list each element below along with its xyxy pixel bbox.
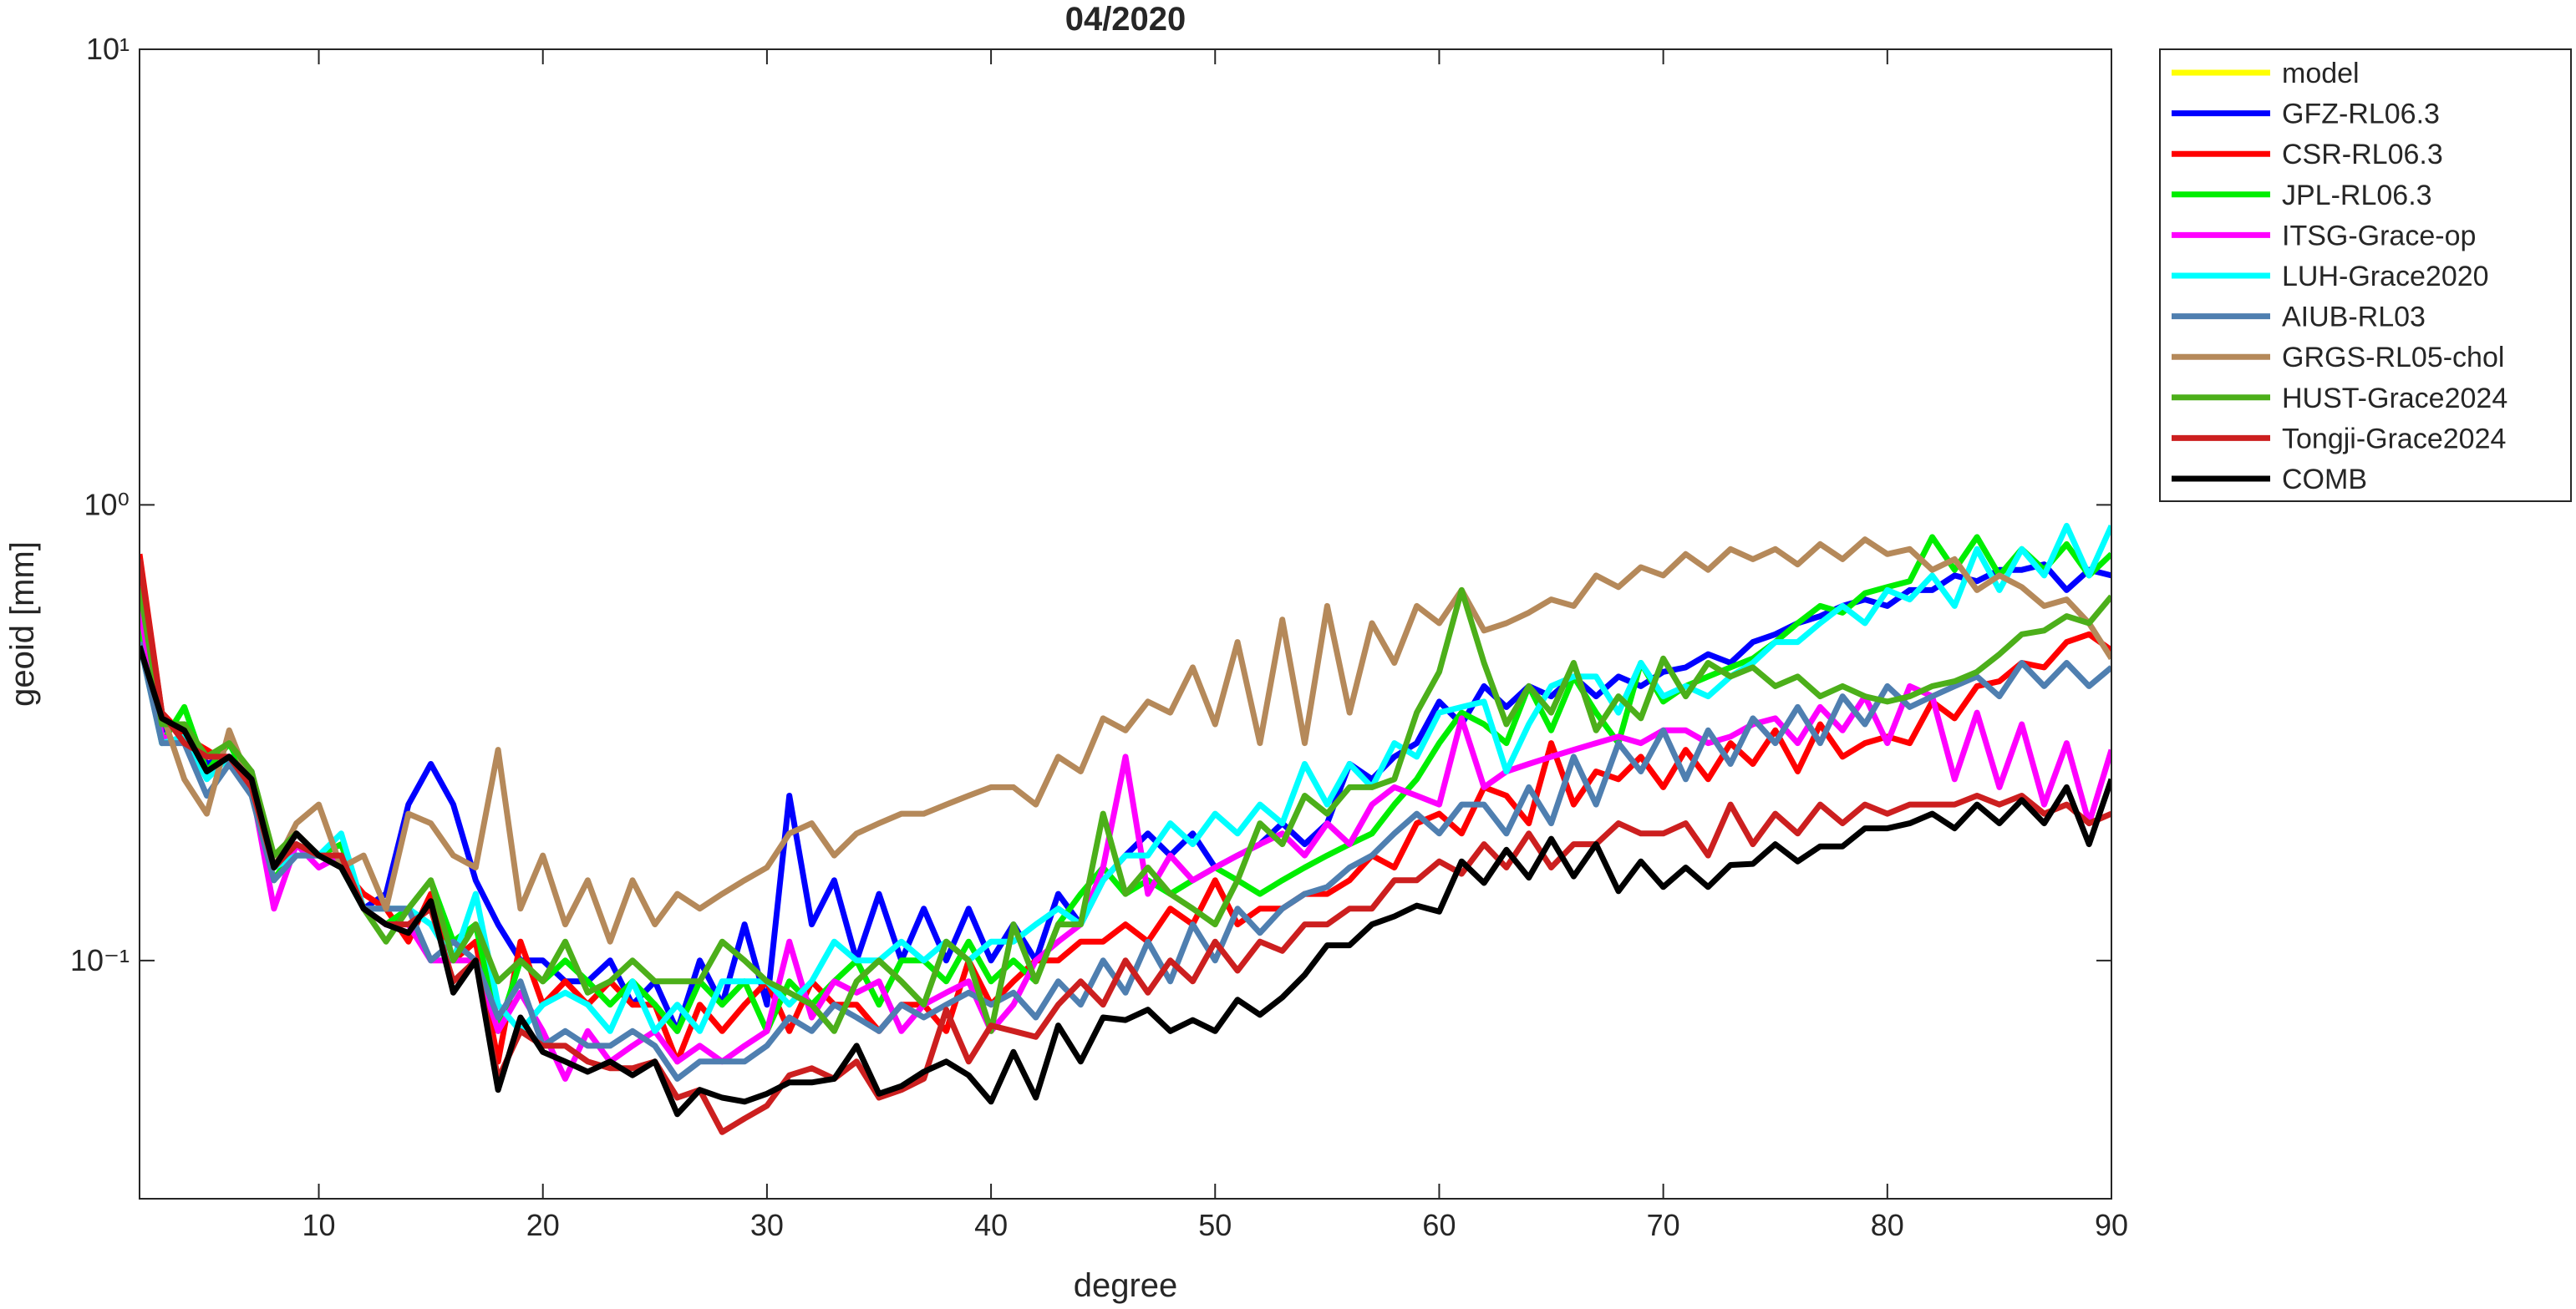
legend-label: CSR-RL06.3 [2282, 139, 2443, 170]
x-tick-label: 30 [750, 1208, 784, 1242]
x-tick-label: 20 [526, 1208, 560, 1242]
chart-title: 04/2020 [1065, 1, 1186, 38]
series-line [140, 641, 2111, 1082]
plot-lines [140, 522, 2111, 1135]
y-axis-label: geoid [mm] [4, 541, 41, 707]
y-tick-label: 10⁻¹ [70, 943, 130, 977]
plot-area [140, 49, 2111, 1199]
legend-label: model [2282, 58, 2360, 89]
axes-box [139, 48, 2112, 1200]
y-tick-label: 10¹ [86, 32, 130, 66]
series-line [140, 645, 2111, 1118]
x-tick-label: 70 [1647, 1208, 1680, 1242]
x-tick-label: 60 [1422, 1208, 1456, 1242]
legend-label: LUH-Grace2020 [2282, 261, 2489, 292]
legend-label: ITSG-Grace-op [2282, 220, 2476, 251]
legend-label: HUST-Grace2024 [2282, 383, 2507, 414]
series-line [140, 553, 2111, 1065]
legend-label: COMB [2282, 464, 2367, 495]
x-axis-label: degree [1074, 1267, 1178, 1304]
legend-label: JPL-RL06.3 [2282, 180, 2432, 211]
series-line [140, 536, 2111, 945]
series-line [140, 586, 2111, 1034]
legend-label: Tongji-Grace2024 [2282, 423, 2506, 454]
x-tick-label: 90 [2095, 1208, 2128, 1242]
x-tick-label: 50 [1198, 1208, 1232, 1242]
legend-label: AIUB-RL03 [2282, 302, 2426, 333]
series-line [140, 522, 2111, 1034]
x-tick-label: 80 [1871, 1208, 1904, 1242]
y-tick-label: 10⁰ [84, 487, 130, 521]
legend-label: GFZ-RL06.3 [2282, 99, 2440, 130]
x-tick-label: 40 [974, 1208, 1008, 1242]
legend-label: GRGS-RL05-chol [2282, 342, 2504, 373]
x-tick-label: 10 [302, 1208, 336, 1242]
